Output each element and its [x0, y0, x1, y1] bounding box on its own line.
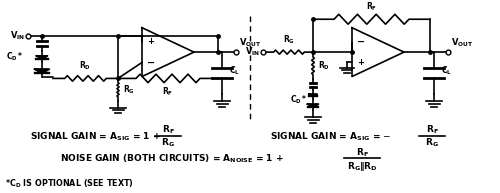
Text: $\mathbf{V_{IN}}$: $\mathbf{V_{IN}}$ [245, 46, 260, 58]
Text: $\mathbf{C_D*}$: $\mathbf{C_D*}$ [6, 51, 24, 63]
Text: +: + [357, 58, 364, 67]
Text: $\mathbf{V_{OUT}}$: $\mathbf{V_{OUT}}$ [451, 37, 473, 49]
Text: +: + [147, 37, 154, 46]
Text: $\mathbf{R_G}$: $\mathbf{R_G}$ [425, 137, 439, 149]
Text: $\mathbf{R_F}$: $\mathbf{R_F}$ [356, 146, 368, 159]
Polygon shape [34, 69, 50, 73]
Text: $\mathbf{*C_D}$ IS OPTIONAL (SEE TEXT): $\mathbf{*C_D}$ IS OPTIONAL (SEE TEXT) [5, 177, 134, 190]
Text: −: − [147, 58, 155, 67]
Text: $\mathbf{V_{IN}}$: $\mathbf{V_{IN}}$ [10, 30, 25, 42]
Text: SIGNAL GAIN = $\mathbf{A_{SIG}}$ = $-$: SIGNAL GAIN = $\mathbf{A_{SIG}}$ = $-$ [270, 130, 392, 143]
Text: $\mathbf{R_F}$: $\mathbf{R_F}$ [162, 86, 173, 98]
Text: $\mathbf{C_D*}$: $\mathbf{C_D*}$ [290, 93, 308, 106]
Text: $\mathbf{R_F}$: $\mathbf{R_F}$ [426, 124, 438, 136]
Text: $\mathbf{R_G}$: $\mathbf{R_G}$ [123, 83, 135, 96]
Polygon shape [308, 104, 318, 107]
Text: $\mathbf{R_F}$: $\mathbf{R_F}$ [366, 0, 377, 13]
Text: $\mathbf{R_D}$: $\mathbf{R_D}$ [318, 59, 330, 72]
Text: $\mathbf{C_L}$: $\mathbf{C_L}$ [229, 64, 240, 77]
Text: $\mathbf{C_L}$: $\mathbf{C_L}$ [441, 64, 452, 77]
Text: $\mathbf{R_G}$: $\mathbf{R_G}$ [161, 137, 175, 149]
Polygon shape [309, 94, 317, 96]
Text: $\mathbf{R_G \| R_D}$: $\mathbf{R_G \| R_D}$ [346, 160, 378, 173]
Polygon shape [36, 56, 48, 59]
Text: $\mathbf{R_D}$: $\mathbf{R_D}$ [80, 59, 92, 72]
Text: SIGNAL GAIN = $\mathbf{A_{SIG}}$ = 1 +: SIGNAL GAIN = $\mathbf{A_{SIG}}$ = 1 + [30, 130, 162, 143]
Text: −: − [357, 37, 365, 47]
Text: $\mathbf{R_F}$: $\mathbf{R_F}$ [162, 124, 174, 136]
Text: $\mathbf{R_G}$: $\mathbf{R_G}$ [283, 33, 295, 46]
Text: NOISE GAIN (BOTH CIRCUITS) = $\mathbf{A_{NOISE}}$ = 1 +: NOISE GAIN (BOTH CIRCUITS) = $\mathbf{A_… [60, 153, 284, 165]
Text: $\mathbf{V_{OUT}}$: $\mathbf{V_{OUT}}$ [239, 37, 262, 49]
